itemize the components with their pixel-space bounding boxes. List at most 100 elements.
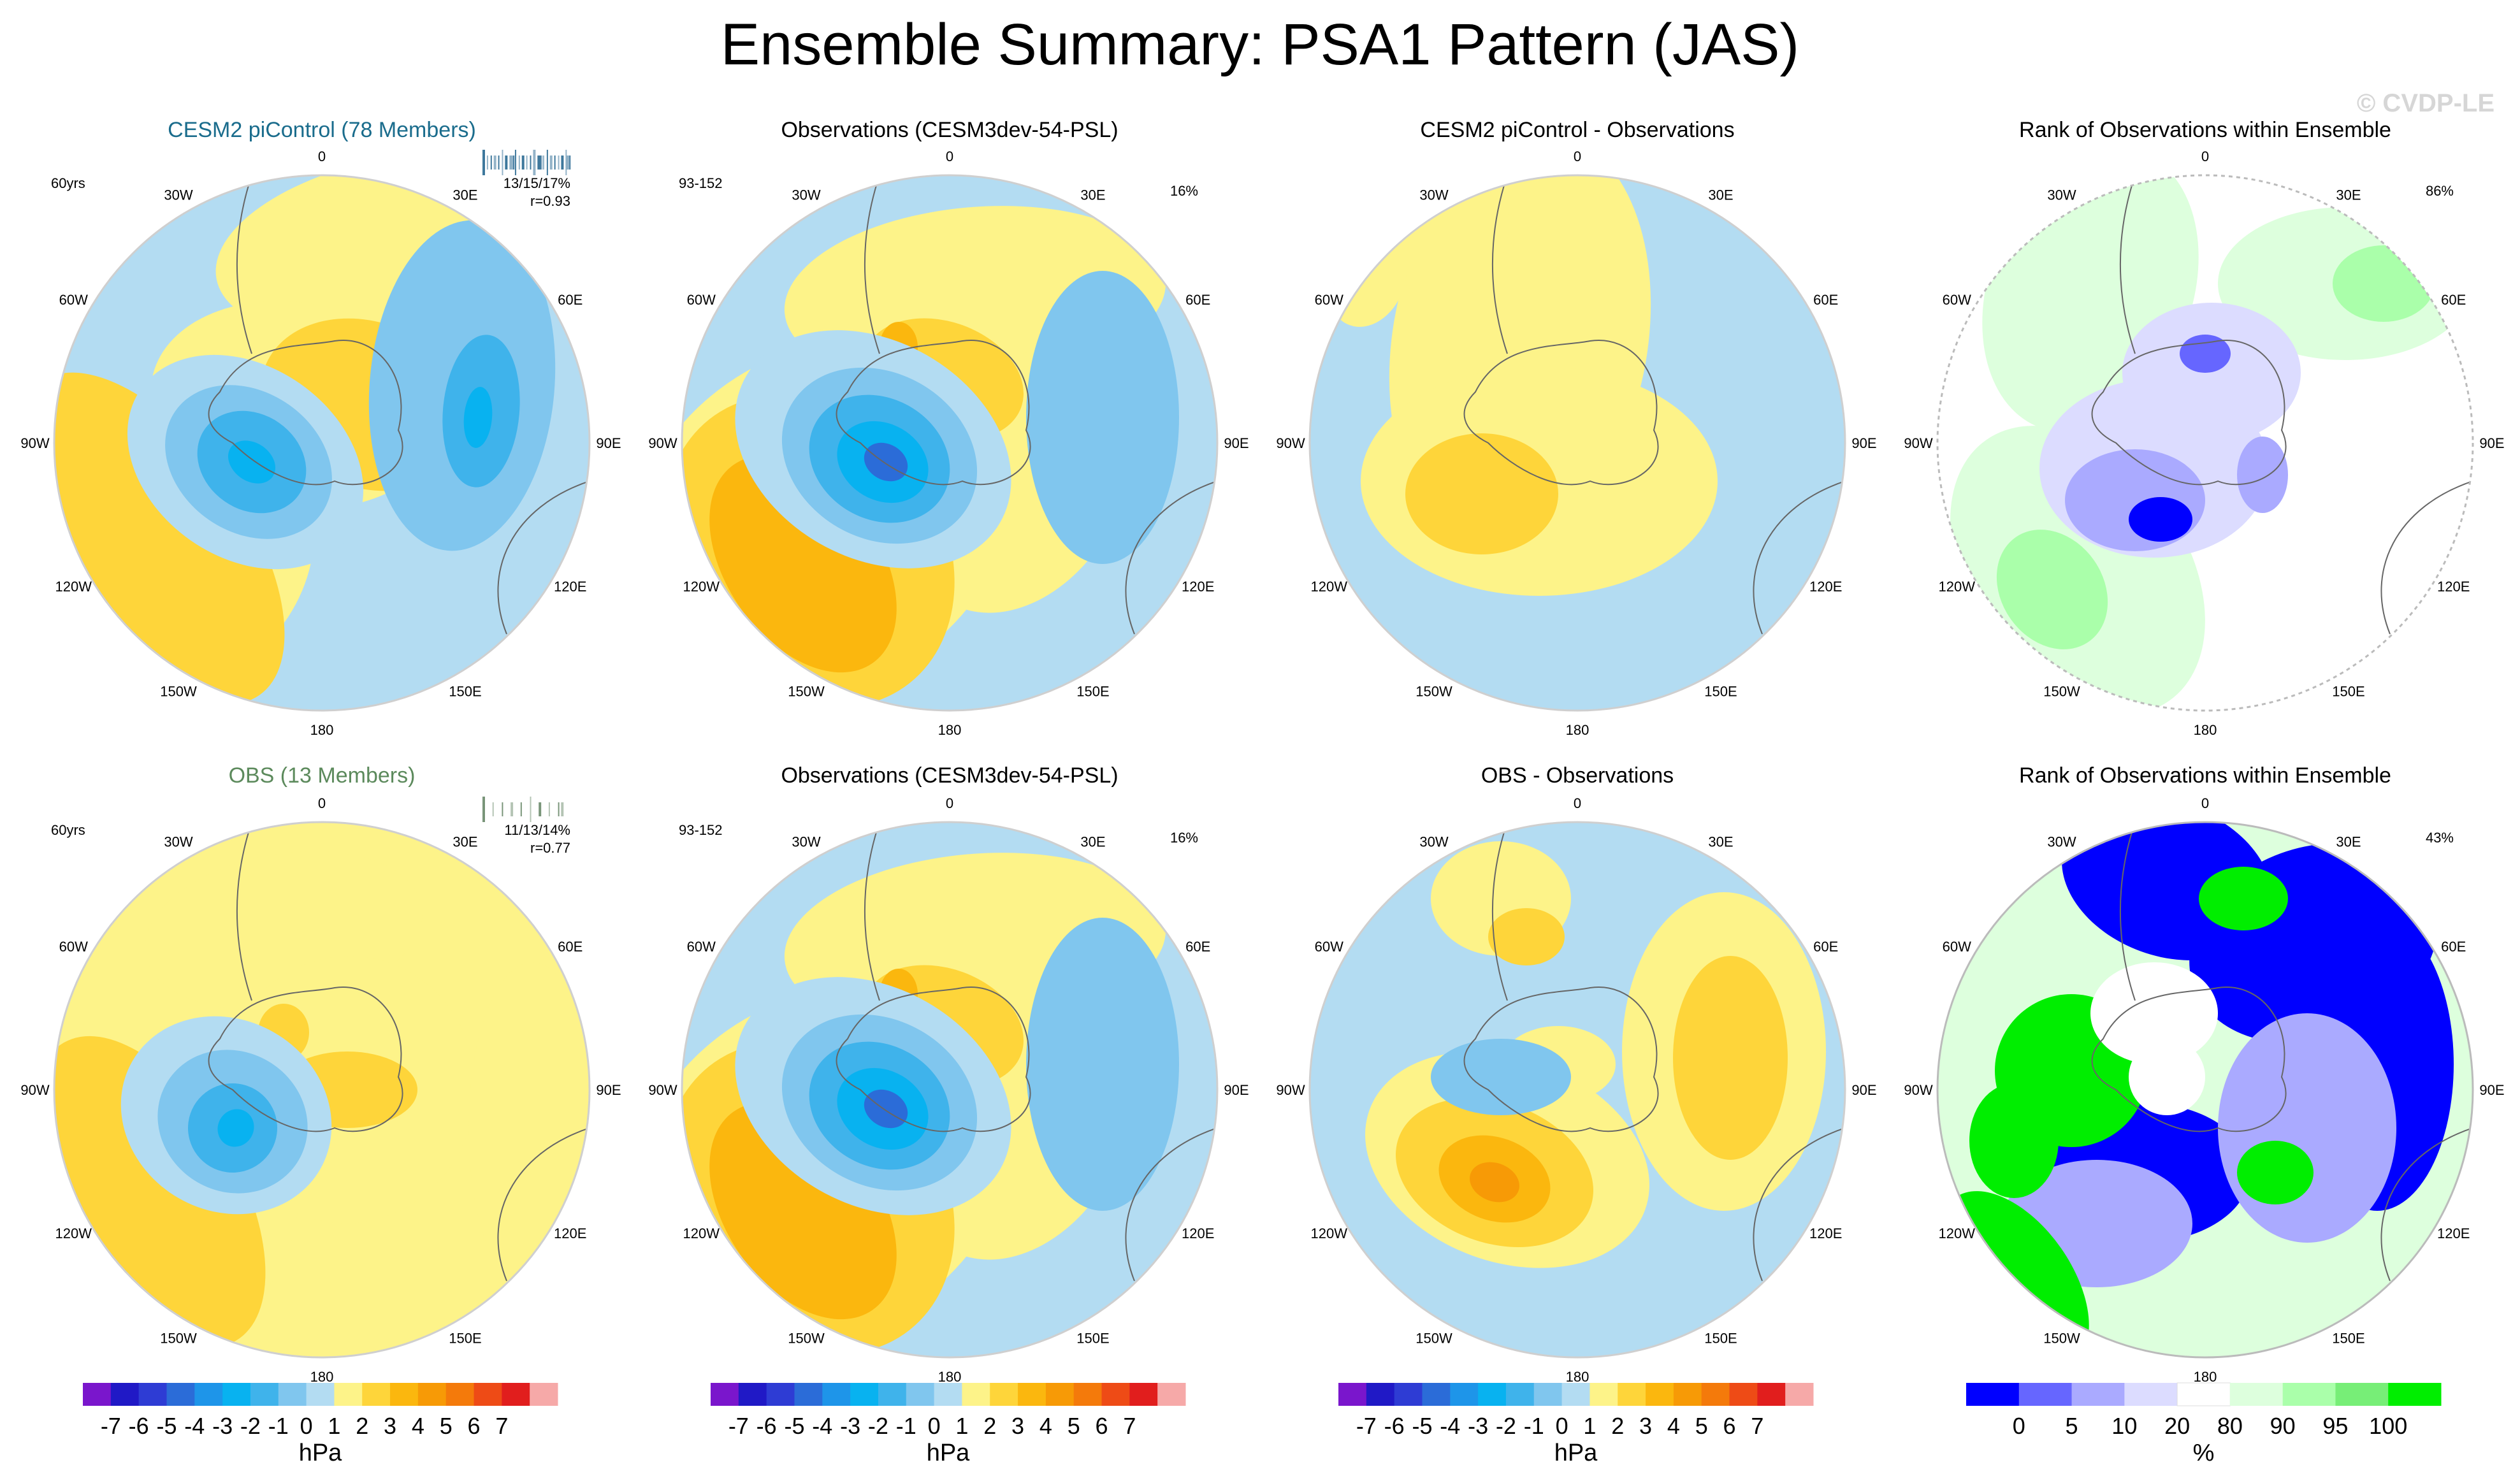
longitude-label: 60E bbox=[558, 292, 583, 308]
map-boundary bbox=[681, 821, 1219, 1359]
longitude-label: 150E bbox=[1704, 1331, 1737, 1347]
antarctica-coastline bbox=[208, 340, 403, 486]
longitude-label: 120W bbox=[1939, 579, 1976, 595]
colorbar-tick-label: 10 bbox=[2111, 1413, 2137, 1439]
contour-region bbox=[1969, 1083, 2059, 1198]
longitude-label: 0 bbox=[2201, 148, 2209, 164]
colorbar-unit: hPa bbox=[299, 1440, 342, 1466]
longitude-label: 120E bbox=[2437, 579, 2470, 595]
south-america-coastline bbox=[2119, 822, 2136, 1001]
longitude-label: 90W bbox=[648, 435, 677, 451]
south-america-coastline bbox=[2119, 175, 2136, 354]
map-boundary bbox=[53, 821, 591, 1359]
colorbar-tick-label: 5 bbox=[440, 1413, 453, 1439]
longitude-label: 30E bbox=[1708, 187, 1733, 203]
colorbar-swatch bbox=[1073, 1383, 1103, 1406]
colorbar-tick-label: -1 bbox=[1524, 1413, 1544, 1439]
colorbar-tick-label: -7 bbox=[728, 1413, 749, 1439]
colorbar-swatch bbox=[906, 1383, 935, 1406]
longitude-label: 60E bbox=[558, 939, 583, 955]
colorbar-swatch bbox=[530, 1383, 558, 1406]
longitude-label: 150W bbox=[160, 1331, 197, 1347]
colorbar-swatch bbox=[962, 1383, 990, 1406]
longitude-label: 150W bbox=[2043, 1331, 2080, 1347]
longitude-label: 30W bbox=[1419, 187, 1448, 203]
contour-region bbox=[463, 387, 493, 448]
map-panel: CESM2 piControl (78 Members) 0 30E 60E 90E 12… bbox=[20, 118, 621, 738]
variance-label: 43% bbox=[2426, 830, 2454, 846]
colorbar-tick-label: 0 bbox=[2013, 1413, 2025, 1439]
colorbar-swatch bbox=[2388, 1383, 2442, 1406]
longitude-label: 60W bbox=[687, 939, 716, 955]
colorbar-tick-label: 4 bbox=[1667, 1413, 1680, 1439]
colorbar-swatch bbox=[878, 1383, 907, 1406]
longitude-label: 150E bbox=[2332, 684, 2364, 700]
longitude-label: 60W bbox=[687, 292, 716, 308]
longitude-label: 30E bbox=[2336, 187, 2361, 203]
colorbar-tick-label: 3 bbox=[1639, 1413, 1652, 1439]
longitude-label: 30W bbox=[792, 834, 820, 849]
longitude-label: 0 bbox=[2201, 795, 2209, 811]
colorbar-tick-label: 5 bbox=[1068, 1413, 1080, 1439]
longitude-label: 90E bbox=[1224, 435, 1249, 451]
longitude-label: 30W bbox=[164, 187, 192, 203]
colorbar-swatch bbox=[222, 1383, 251, 1406]
colorbar-tick-label: 1 bbox=[1583, 1413, 1596, 1439]
longitude-label: 150E bbox=[1076, 684, 1109, 700]
colorbar-swatch bbox=[138, 1383, 167, 1406]
longitude-label: 60W bbox=[1943, 292, 1971, 308]
panel-title: OBS - Observations bbox=[1481, 763, 1674, 788]
colorbar-tick-label: -4 bbox=[812, 1413, 832, 1439]
panel-title: Observations (CESM3dev-54-PSL) bbox=[781, 118, 1118, 142]
colorbar-swatch bbox=[1785, 1383, 1814, 1406]
antarctica-coastline bbox=[2091, 340, 2287, 486]
colorbar-swatch bbox=[306, 1383, 335, 1406]
longitude-label: 120W bbox=[55, 579, 92, 595]
colorbar-tick-label: -2 bbox=[868, 1413, 888, 1439]
period-label: 60yrs bbox=[51, 822, 85, 838]
colorbar-tick-label: 5 bbox=[2066, 1413, 2078, 1439]
longitude-label: 0 bbox=[946, 795, 953, 811]
colorbar-swatch bbox=[334, 1383, 363, 1406]
colorbar-swatch bbox=[990, 1383, 1018, 1406]
colorbar-tick-label: 7 bbox=[495, 1413, 508, 1439]
longitude-label: 60W bbox=[1943, 939, 1971, 955]
contour-region bbox=[1470, 1162, 1519, 1203]
colorbar-swatch bbox=[738, 1383, 767, 1406]
colorbar-swatch bbox=[278, 1383, 307, 1406]
antarctica-coastline bbox=[1463, 986, 1659, 1132]
colorbar-unit: % bbox=[2193, 1440, 2215, 1466]
colorbar-unit: hPa bbox=[927, 1440, 970, 1466]
south-america-coastline bbox=[1491, 175, 1508, 354]
australia-coastline bbox=[497, 481, 590, 635]
longitude-label: 150W bbox=[160, 684, 197, 700]
longitude-label: 30W bbox=[2047, 187, 2076, 203]
map-panel: Rank of Observations within Ensemble 0 30E… bbox=[1904, 763, 2504, 1385]
map-field bbox=[1310, 822, 1845, 1357]
colorbar-tick-label: 80 bbox=[2217, 1413, 2243, 1439]
map-boundary bbox=[1308, 821, 1846, 1359]
colorbar-tick-label: 4 bbox=[1039, 1413, 1052, 1439]
colorbar-tick-label: -3 bbox=[1468, 1413, 1488, 1439]
map-field bbox=[54, 822, 590, 1357]
colorbar-swatch bbox=[1338, 1383, 1367, 1406]
longitude-label: 120W bbox=[683, 1225, 720, 1241]
colorbar-swatch bbox=[1394, 1383, 1423, 1406]
colorbar-unit: hPa bbox=[1554, 1440, 1598, 1466]
ensemble-spread-bars bbox=[482, 150, 571, 175]
longitude-label: 150E bbox=[1076, 1331, 1109, 1347]
colorbar-swatch bbox=[1589, 1383, 1618, 1406]
colorbar-tick-label: -5 bbox=[784, 1413, 804, 1439]
longitude-label: 90W bbox=[20, 435, 49, 451]
contour-region bbox=[2199, 867, 2288, 930]
contour-region bbox=[1673, 956, 1788, 1160]
australia-coastline bbox=[1125, 481, 1217, 635]
colorbar-swatch bbox=[1505, 1383, 1535, 1406]
longitude-label: 0 bbox=[946, 148, 953, 164]
colorbar-swatch bbox=[1101, 1383, 1130, 1406]
colorbar-tick-label: 90 bbox=[2270, 1413, 2296, 1439]
contour-region bbox=[54, 1036, 266, 1348]
contour-region bbox=[1026, 271, 1179, 564]
longitude-label: 90W bbox=[648, 1082, 677, 1098]
